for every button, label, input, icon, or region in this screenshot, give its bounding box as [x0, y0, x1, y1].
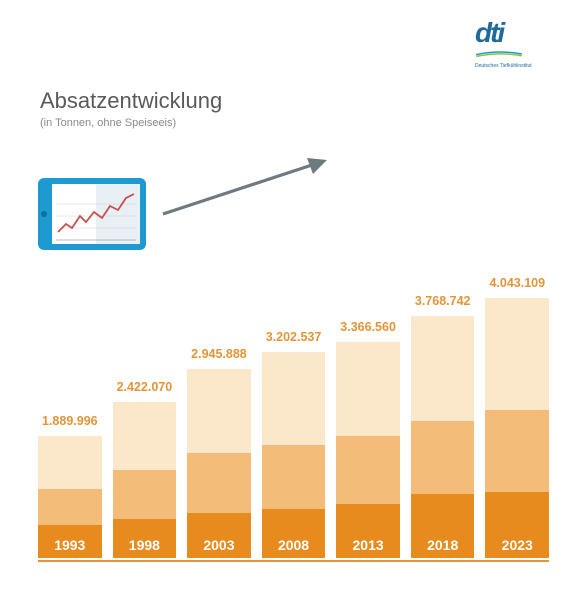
bar-segment [485, 298, 549, 410]
page-subtitle: (in Tonnen, ohne Speiseeis) [40, 117, 222, 129]
bar-stack: 2013 [336, 342, 400, 558]
bar-segment [411, 421, 475, 494]
bar-segment [38, 436, 102, 488]
bar-value-label: 1.889.996 [25, 414, 114, 428]
bar-stack: 1993 [38, 436, 102, 558]
bar-segment [187, 369, 251, 453]
bar-stack: 2023 [485, 298, 549, 558]
bar-segment [336, 436, 400, 504]
logo-subtitle: Deutsches Tiefkühlinstitut [475, 64, 555, 69]
bar-value-label: 3.366.560 [324, 320, 413, 334]
bar-segment [411, 316, 475, 421]
bar-group: 2.945.8882003 [187, 369, 251, 558]
bar-segment [262, 352, 326, 445]
bar-stack: 2003 [187, 369, 251, 558]
tablet-chart-icon [38, 172, 146, 250]
bar-group: 1.889.9961993 [38, 436, 102, 558]
bar-value-label: 4.043.109 [473, 276, 562, 290]
bar-segment [38, 489, 102, 525]
bar-year-label: 1993 [38, 537, 102, 553]
bar-group: 2.422.0701998 [113, 402, 177, 558]
bar-segment [262, 445, 326, 509]
chart-baseline [38, 560, 549, 562]
bar-group: 4.043.1092023 [485, 298, 549, 558]
logo-swoosh-icon [475, 51, 523, 57]
chart-header: Absatzentwicklung (in Tonnen, ohne Speis… [40, 88, 222, 129]
bar-segment [113, 470, 177, 519]
trend-arrow-icon [155, 148, 335, 228]
bar-year-label: 2013 [336, 537, 400, 553]
bar-year-label: 2023 [485, 537, 549, 553]
bar-segment [113, 402, 177, 470]
bar-year-label: 2018 [411, 537, 475, 553]
bar-year-label: 1998 [113, 537, 177, 553]
bar-value-label: 2.945.888 [174, 347, 263, 361]
sales-chart: 1.889.99619932.422.07019982.945.88820033… [38, 242, 549, 562]
bar-value-label: 3.768.742 [398, 294, 487, 308]
bar-group: 3.768.7422018 [411, 316, 475, 558]
bar-segment [187, 453, 251, 513]
bar-year-label: 2003 [187, 537, 251, 553]
bar-group: 3.202.5372008 [262, 352, 326, 558]
bar-stack: 2008 [262, 352, 326, 558]
bar-container: 1.889.99619932.422.07019982.945.88820033… [38, 242, 549, 558]
logo-text: dti [475, 22, 555, 44]
bar-year-label: 2008 [262, 537, 326, 553]
bar-value-label: 2.422.070 [100, 380, 189, 394]
bar-stack: 1998 [113, 402, 177, 558]
dti-logo: dti Deutsches Tiefkühlinstitut [475, 22, 555, 66]
bar-group: 3.366.5602013 [336, 342, 400, 558]
page-title: Absatzentwicklung [40, 88, 222, 114]
bar-segment [485, 410, 549, 492]
bar-segment [336, 342, 400, 437]
bar-stack: 2018 [411, 316, 475, 558]
